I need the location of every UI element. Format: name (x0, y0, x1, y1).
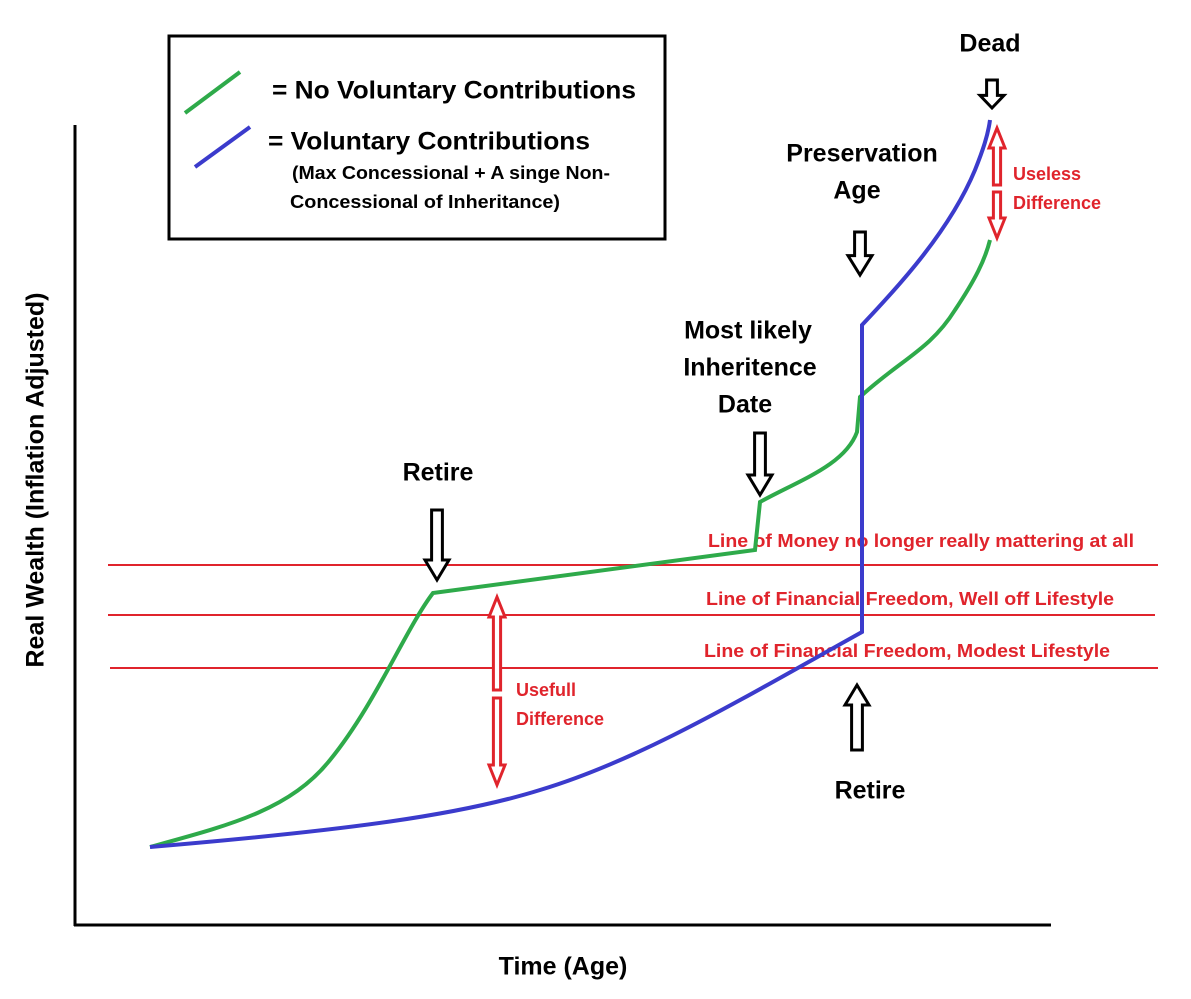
legend-note: Concessional of Inheritance) (290, 192, 560, 212)
annotation: Useless (1013, 164, 1081, 184)
contributions-curve (149, 119, 992, 849)
no-contributions-curve (149, 239, 992, 849)
annotation: Dead (959, 30, 1020, 58)
annotation: Inheritence (683, 354, 816, 382)
arrow (486, 592, 508, 692)
annotation: Date (718, 391, 772, 419)
reference-line-label: Line of Financial Freedom, Modest Lifest… (704, 641, 1110, 661)
arrow (486, 696, 508, 790)
legend-swatch (193, 125, 252, 169)
annotation: Retire (835, 777, 906, 805)
legend-label: = Voluntary Contributions (268, 128, 590, 156)
legend-box (167, 34, 667, 241)
annotation: Difference (1013, 193, 1101, 213)
annotation: Usefull (516, 680, 576, 700)
annotation: Retire (403, 459, 474, 487)
arrow (842, 682, 872, 752)
annotation: Difference (516, 709, 604, 729)
arrow (986, 190, 1008, 243)
annotation: Most likely (684, 317, 812, 345)
arrow (976, 78, 1008, 111)
arrow (745, 431, 775, 498)
y-axis-label: Real Wealth (Inflation Adjusted) (22, 292, 50, 667)
reference-line-label: Line of Money no longer really mattering… (708, 531, 1134, 551)
reference-line-label: Line of Financial Freedom, Well off Life… (706, 589, 1114, 609)
arrow (986, 123, 1008, 187)
arrow (845, 230, 875, 278)
x-axis-label: Time (Age) (499, 953, 628, 981)
legend-swatch (183, 70, 242, 115)
arrow (422, 508, 452, 583)
annotation: Age (833, 177, 880, 205)
legend-label: = No Voluntary Contributions (272, 77, 636, 105)
annotation: Preservation (786, 140, 937, 168)
legend-note: (Max Concessional + A singe Non- (292, 163, 610, 183)
